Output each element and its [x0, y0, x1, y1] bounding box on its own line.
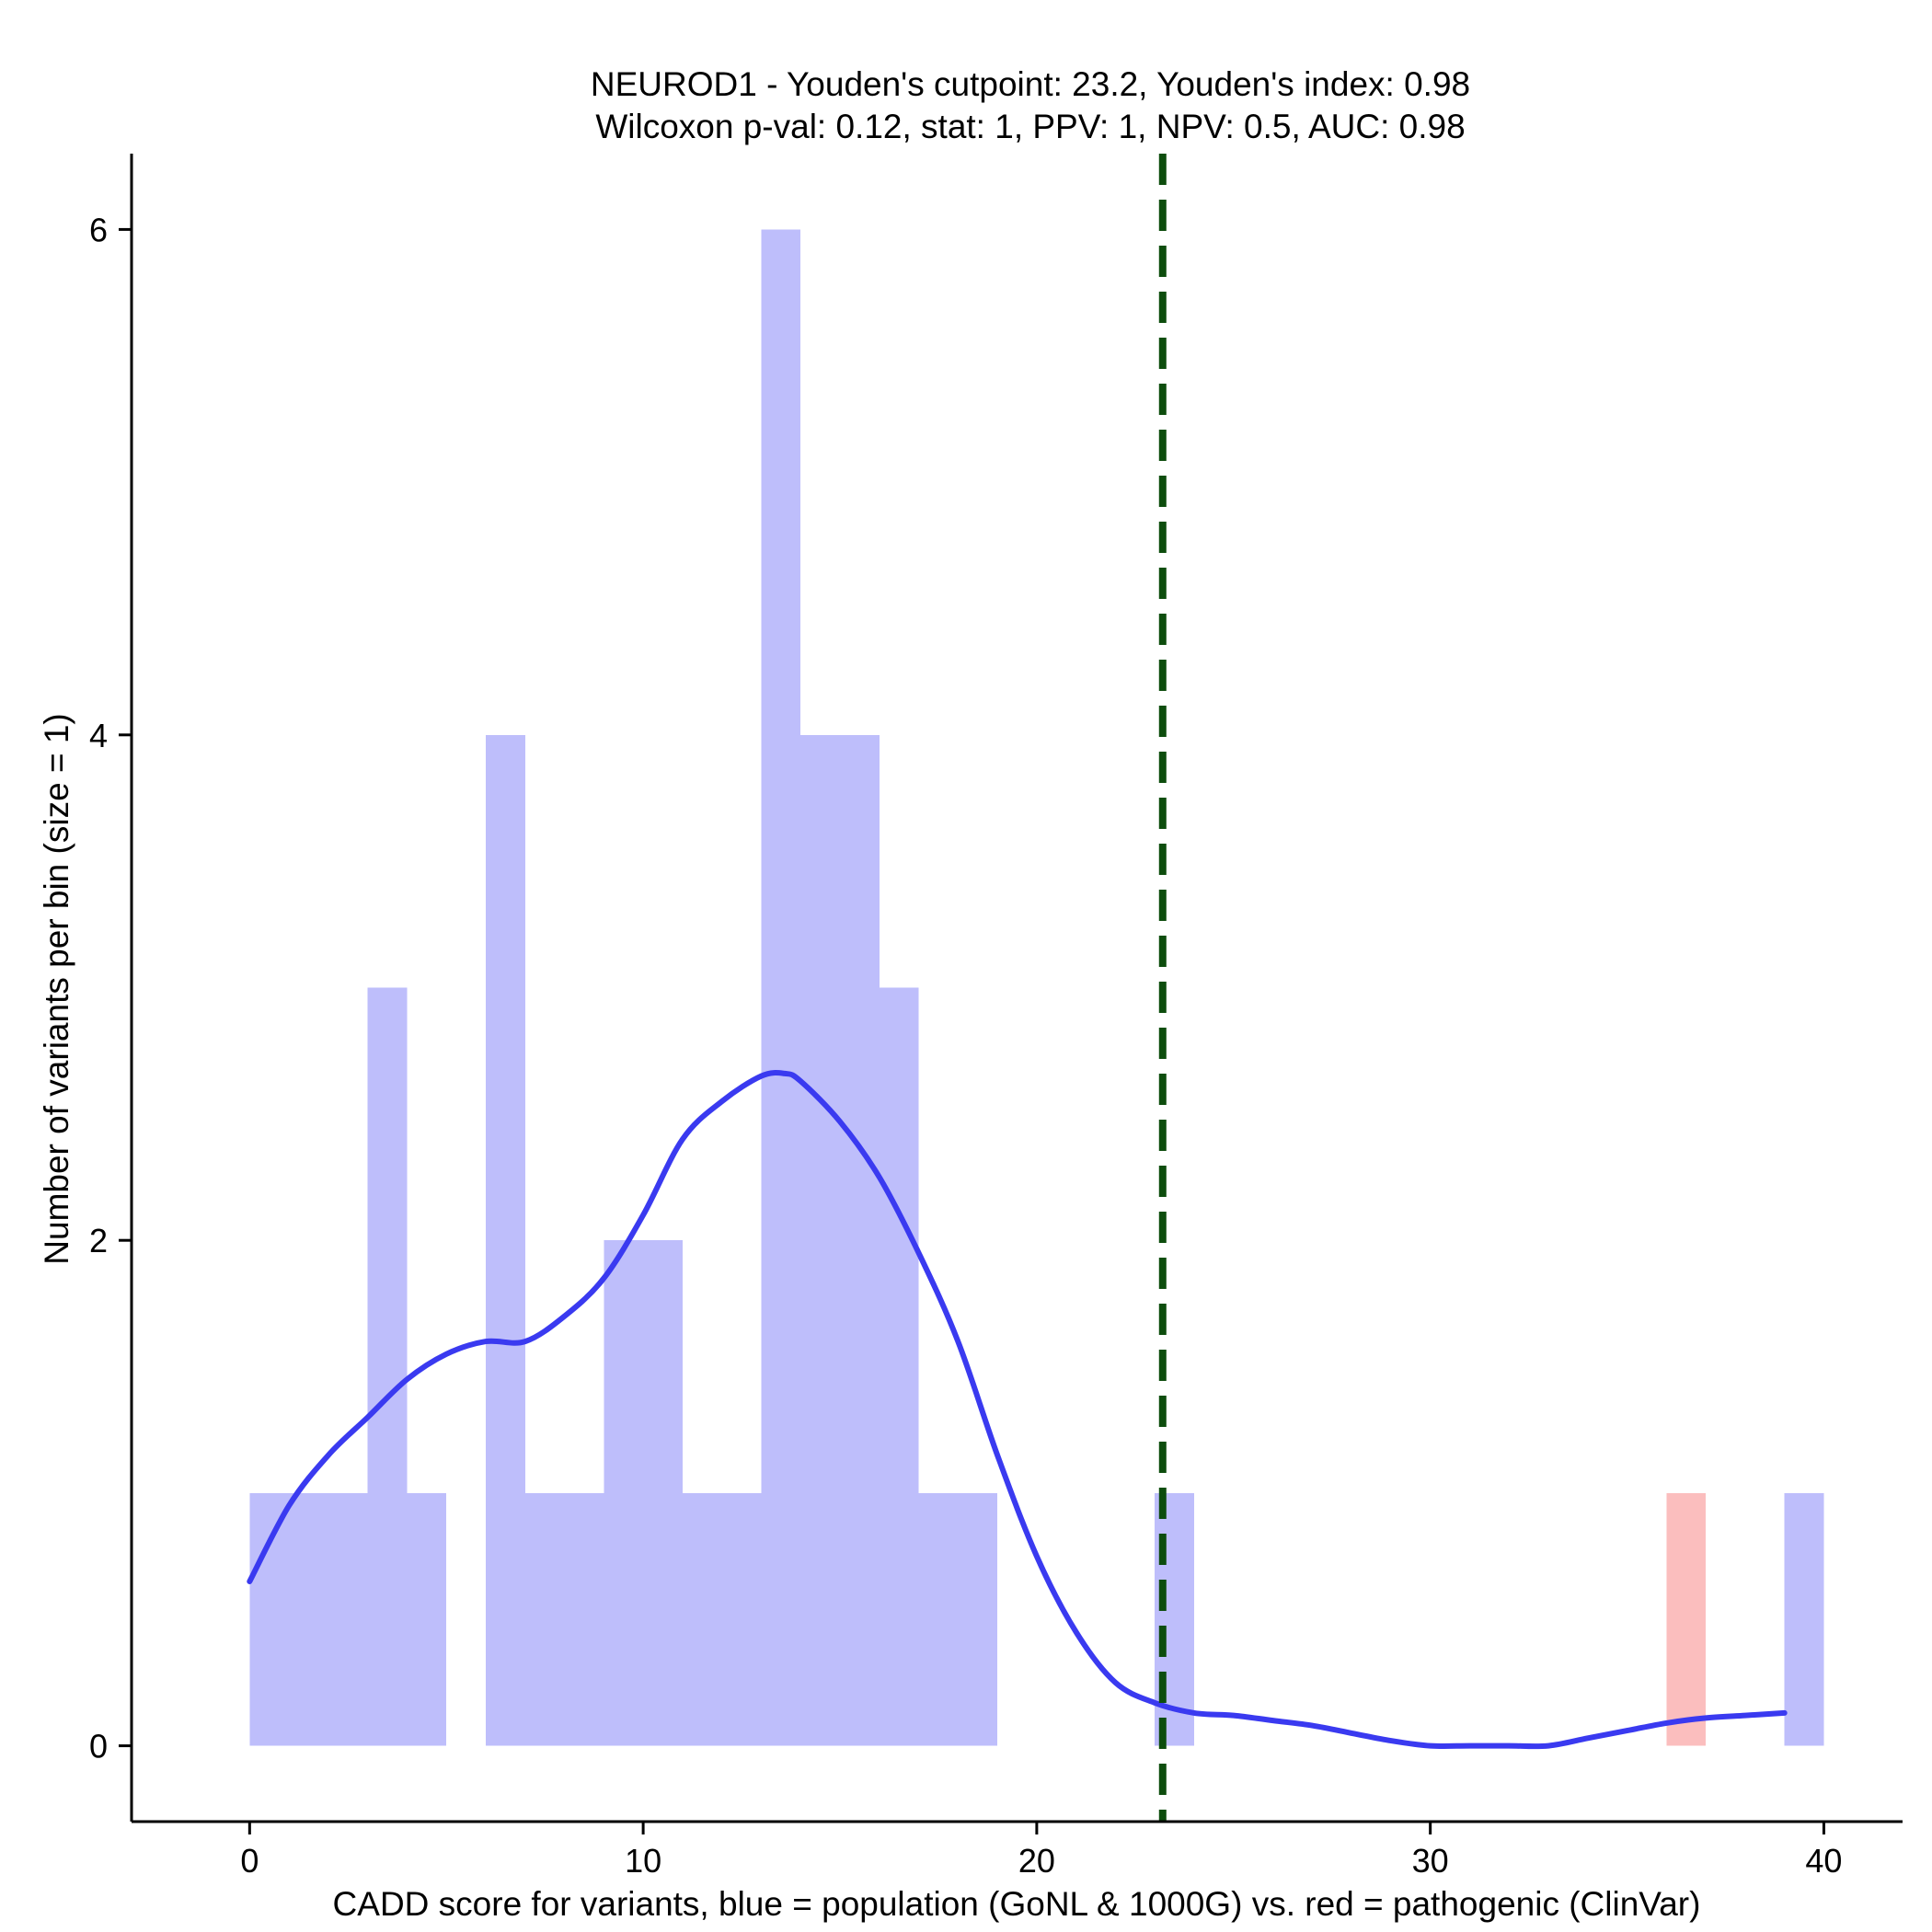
- x-tick-label: 20: [1018, 1842, 1055, 1880]
- histogram-bar: [721, 1492, 762, 1746]
- histogram-bar: [840, 734, 880, 1746]
- histogram-bars: [249, 229, 1824, 1746]
- chart-subtitle: Wilcoxon p-val: 0.12, stat: 1, PPV: 1, N…: [595, 108, 1465, 145]
- y-tick-label: 4: [89, 717, 108, 754]
- histogram-bar: [564, 1492, 604, 1746]
- y-tick-label: 0: [89, 1728, 108, 1765]
- chart-title: NEUROD1 - Youden's cutpoint: 23.2, Youde…: [591, 65, 1470, 103]
- density-curve: [247, 1070, 1788, 1750]
- histogram-bar: [486, 734, 525, 1746]
- histogram-bar: [958, 1492, 998, 1746]
- x-axis-ticks: 0 10 20 30 40: [240, 1822, 1842, 1880]
- x-tick-label: 30: [1412, 1842, 1449, 1880]
- x-tick-label: 0: [240, 1842, 259, 1880]
- y-axis-ticks: 0 2 4 6: [89, 211, 132, 1765]
- histogram-bar: [1666, 1492, 1707, 1746]
- histogram-bar: [761, 229, 801, 1746]
- y-axis-label: Number of variants per bin (size = 1): [38, 713, 75, 1264]
- x-tick-label: 40: [1805, 1842, 1842, 1880]
- histogram-bar: [879, 987, 919, 1746]
- x-axis-label: CADD score for variants, blue = populati…: [333, 1885, 1701, 1923]
- histogram-bar: [249, 1492, 290, 1746]
- histogram-bar: [604, 1240, 644, 1746]
- histogram-bar: [328, 1492, 368, 1746]
- x-tick-label: 10: [625, 1842, 661, 1880]
- histogram-bar: [918, 1492, 959, 1746]
- histogram-bar: [367, 987, 408, 1746]
- histogram-bar: [682, 1492, 722, 1746]
- histogram-bar: [800, 734, 840, 1746]
- y-tick-label: 2: [89, 1222, 108, 1259]
- histogram-bar: [289, 1492, 328, 1746]
- histogram-bar: [407, 1492, 447, 1746]
- histogram-bar: [524, 1492, 565, 1746]
- y-tick-label: 6: [89, 211, 108, 248]
- histogram-bar: [643, 1240, 683, 1746]
- histogram-bar: [1784, 1492, 1824, 1746]
